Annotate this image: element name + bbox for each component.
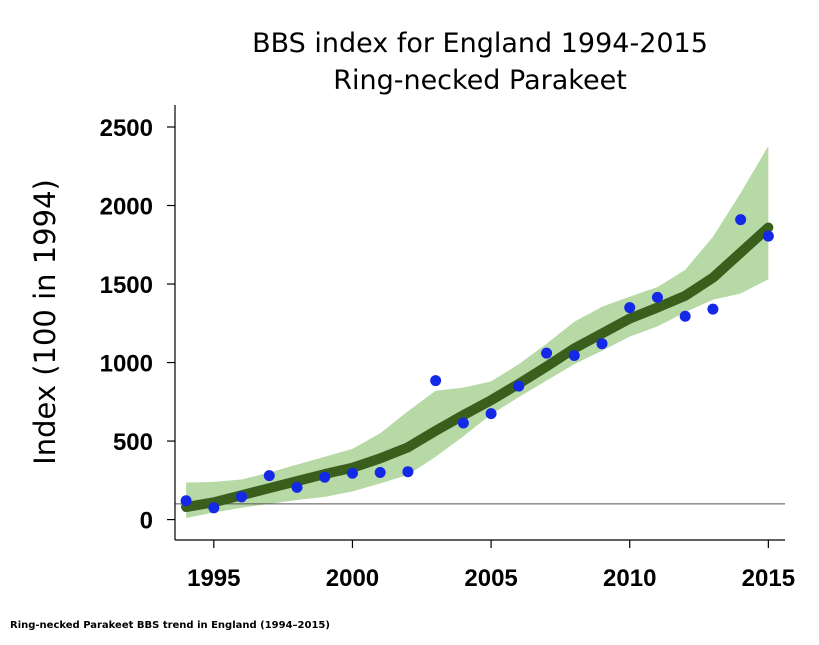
data-point-2014	[735, 214, 747, 226]
chart-title: BBS index for England 1994-2015	[252, 28, 708, 59]
y-tick-label: 500	[113, 429, 153, 456]
points-layer	[180, 214, 774, 514]
data-point-2011	[651, 291, 663, 303]
data-point-2012	[679, 310, 691, 322]
data-point-1999	[319, 471, 331, 483]
data-point-2010	[624, 302, 636, 314]
chart-subtitle: Ring-necked Parakeet	[333, 65, 627, 96]
data-point-1994	[180, 495, 192, 507]
chart-caption: Ring-necked Parakeet BBS trend in Englan…	[10, 620, 330, 631]
x-tick-label: 1995	[187, 565, 240, 592]
data-point-2001	[374, 466, 386, 478]
data-point-1995	[208, 502, 220, 514]
trend-layer	[181, 222, 774, 513]
data-point-2006	[513, 380, 525, 392]
data-point-2004	[457, 417, 469, 429]
data-point-2003	[430, 375, 442, 387]
data-point-2015	[762, 230, 774, 242]
y-tick-label: 1000	[100, 351, 153, 378]
confidence-band-layer	[186, 145, 769, 519]
data-point-1998	[291, 481, 303, 493]
x-tick-label: 2015	[742, 565, 795, 592]
y-tick-label: 2500	[100, 115, 153, 142]
data-point-2002	[402, 466, 414, 478]
y-tick-label: 1500	[100, 272, 153, 299]
data-point-2008	[568, 349, 580, 361]
y-ticks: 0 500 1000 1500 2000 2500	[100, 115, 175, 535]
y-tick-label: 0	[140, 508, 153, 535]
data-point-2005	[485, 408, 497, 420]
x-tick-label: 2010	[603, 565, 656, 592]
trend-line	[181, 222, 774, 513]
x-tick-label: 2000	[326, 565, 379, 592]
data-point-2009	[596, 338, 608, 350]
data-point-1997	[263, 470, 275, 482]
data-point-1996	[236, 491, 248, 503]
data-point-2013	[707, 303, 719, 315]
y-axis-label: Index (100 in 1994)	[28, 179, 62, 465]
data-point-2007	[541, 347, 553, 359]
confidence-band	[186, 145, 769, 519]
x-tick-label: 2005	[464, 565, 517, 592]
data-point-2000	[346, 467, 358, 479]
x-ticks: 1995 2000 2005 2010 2015	[187, 540, 795, 592]
y-tick-label: 2000	[100, 194, 153, 221]
